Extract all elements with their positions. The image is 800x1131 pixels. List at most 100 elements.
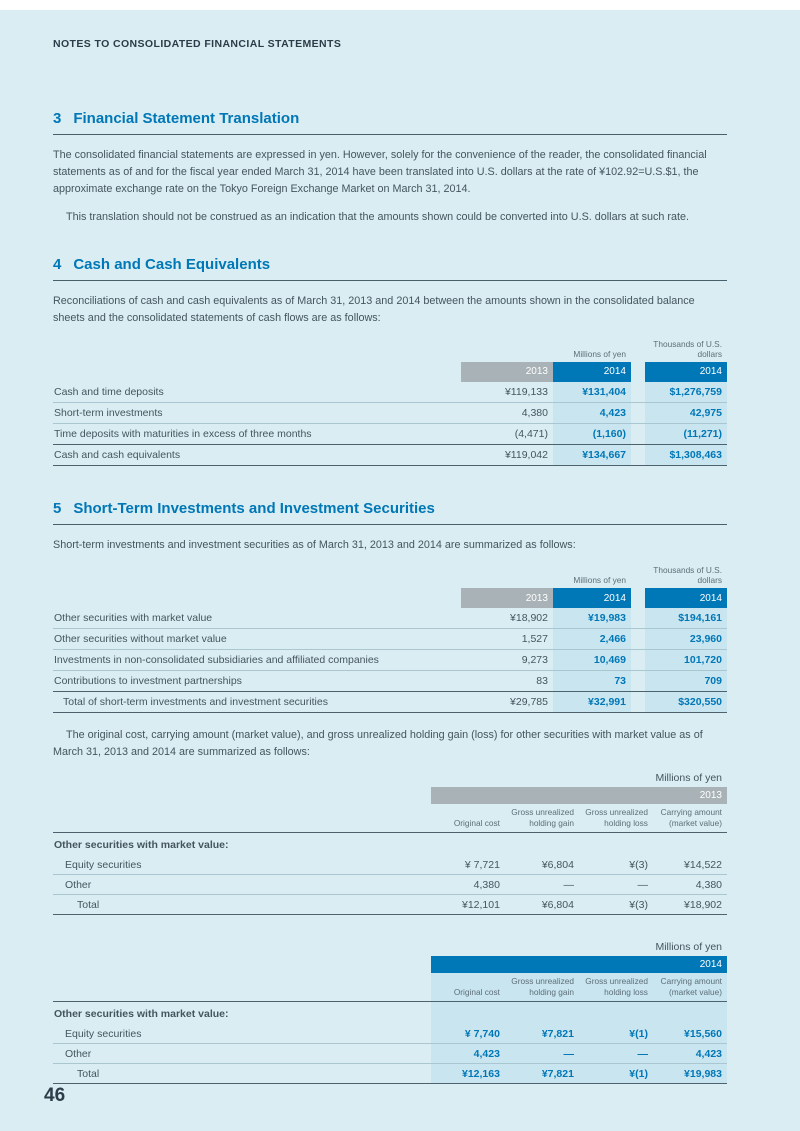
unit-label-usd: Thousands of U.S. dollars [653,338,722,359]
row-label: Equity securities [53,1024,431,1045]
value-2014-yen: (1,160) [552,423,631,445]
year-header-row: 2014 [53,956,727,974]
table-row: Contributions to investment partnerships… [53,670,727,693]
section-title: Cash and Cash Equivalents [73,255,271,273]
column-header-2014: 2014 [430,956,727,974]
row-label: Contributions to investment partnerships [53,670,461,693]
row-label: Other securities with market value [53,608,461,630]
value-original-cost: ¥12,101 [430,894,505,916]
value-2014-usd: (11,271) [645,423,727,445]
value-original-cost: ¥12,163 [430,1063,505,1085]
table-row: Other 4,380 — — 4,380 [53,874,727,896]
table-total-row: Cash and cash equivalents ¥119,042 ¥134,… [53,444,727,466]
value-holding-gain: ¥7,821 [504,1063,579,1085]
paragraph: Reconciliations of cash and cash equival… [53,294,695,324]
value-2014-yen: ¥19,983 [552,608,631,630]
section-number: 4 [53,255,62,273]
spacer-cell [53,362,461,382]
spacer-cell [505,833,579,856]
column-header-2013: 2013 [430,787,727,805]
spacer-cell [631,670,645,693]
value-holding-loss: ¥(3) [578,855,653,876]
securities-detail-table-2013: Millions of yen 2013 Original cost Gross… [53,772,727,916]
column-header-row: Original cost Gross unrealized holding g… [53,804,727,834]
value-2014-yen: 73 [552,670,631,693]
value-2013: 9,273 [460,649,553,672]
unit-label-yen: Millions of yen [655,941,722,954]
column-header-holding-loss: Gross unrealized holding loss [578,804,653,834]
document-header: NOTES TO CONSOLIDATED FINANCIAL STATEMEN… [53,38,342,50]
table-row: Other securities with market value ¥18,9… [53,608,727,630]
spacer-cell [631,381,645,403]
section-number: 3 [53,110,62,127]
value-holding-loss: ¥(1) [578,1024,653,1045]
value-2014-usd: 42,975 [645,402,727,424]
table-row: Other securities without market value 1,… [53,628,727,651]
spacer-cell [652,1001,727,1025]
spacer-cell [631,423,645,445]
row-label: Equity securities [53,855,431,876]
spacer-cell [504,1001,579,1025]
paragraph: Short-term investments and investment se… [53,538,576,551]
table-row: Equity securities ¥ 7,721 ¥6,804 ¥(3) ¥1… [53,855,727,876]
column-header-holding-gain: Gross unrealized holding gain [504,973,579,1003]
row-label: Total of short-term investments and inve… [53,691,461,714]
spacer-cell [631,564,645,588]
section-heading: 3 Financial Statement Translation [53,110,727,135]
value-2013: 1,527 [460,628,553,651]
value-holding-loss: — [578,1043,653,1065]
unit-label-yen: Millions of yen [655,772,722,785]
spacer-cell [631,628,645,651]
value-original-cost: ¥ 7,721 [430,855,505,876]
table-total-row: Total ¥12,101 ¥6,804 ¥(3) ¥18,902 [53,894,727,916]
value-holding-loss: — [578,874,653,896]
column-header-2014-yen: 2014 [552,361,631,382]
group-label: Other securities with market value: [54,1008,229,1021]
section-number: 5 [53,499,62,517]
row-label: Other [53,1043,431,1065]
value-2013: ¥119,133 [460,381,553,403]
section-cash-and-cash-equivalents: 4 Cash and Cash Equivalents Reconciliati… [53,256,727,466]
value-original-cost: ¥ 7,740 [430,1024,505,1045]
unit-row: Millions of yen Thousands of U.S. dollar… [53,338,727,362]
spacer-cell [53,804,431,834]
value-2014-usd: $1,308,463 [645,444,727,466]
spacer-cell [578,1001,653,1025]
spacer-cell [431,833,505,856]
year-header-row: 2013 [53,787,727,805]
value-2014-yen: ¥134,667 [552,444,631,466]
paragraph: This translation should not be construed… [66,210,689,223]
value-2013: 83 [460,670,553,693]
spacer-cell [631,338,645,362]
group-label-row: Other securities with market value: [53,833,727,856]
value-2014-usd: $194,161 [645,608,727,630]
page-edge [0,0,800,10]
column-header-carrying-amount: Carrying amount (market value) [652,973,727,1003]
row-label: Total [53,894,431,916]
section-heading: 4 Cash and Cash Equivalents [53,256,727,281]
spacer-cell [653,833,727,856]
column-header-original-cost: Original cost [430,973,505,1003]
table-row: Other 4,423 — — 4,423 [53,1043,727,1065]
section-heading: 5 Short-Term Investments and Investment … [53,500,727,525]
table-row: Equity securities ¥ 7,740 ¥7,821 ¥(1) ¥1… [53,1024,727,1045]
spacer-cell [631,608,645,630]
value-2014-usd: 23,960 [645,628,727,651]
section-short-term-investments: 5 Short-Term Investments and Investment … [53,500,727,1085]
value-2013: ¥18,902 [460,608,553,630]
table-row: Short-term investments 4,380 4,423 42,97… [53,402,727,424]
row-label: Cash and time deposits [53,381,461,403]
row-label: Other [53,874,431,896]
value-holding-gain: — [504,1043,579,1065]
spacer-cell [631,444,645,466]
spacer-cell [53,956,431,973]
spacer-cell [430,1001,505,1025]
column-header-2014-yen: 2014 [552,588,631,609]
value-2014-yen: 4,423 [552,402,631,424]
value-carrying-amount: ¥14,522 [652,855,727,876]
spacer-cell [53,588,461,608]
spacer-cell [631,362,645,382]
unit-row: Millions of yen [53,772,727,787]
cash-equivalents-table: Millions of yen Thousands of U.S. dollar… [53,338,727,466]
